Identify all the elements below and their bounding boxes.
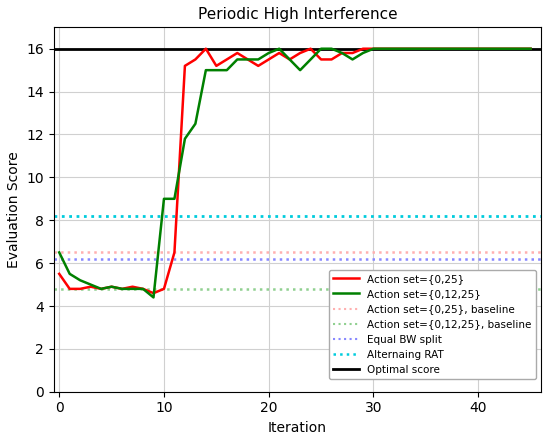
Y-axis label: Evaluation Score: Evaluation Score (7, 151, 21, 268)
X-axis label: Iteration: Iteration (268, 421, 327, 435)
Legend: Action set={0,25}, Action set={0,12,25}, Action set={0,25}, baseline, Action set: Action set={0,25}, Action set={0,12,25},… (329, 270, 536, 379)
Title: Periodic High Interference: Periodic High Interference (198, 7, 397, 22)
